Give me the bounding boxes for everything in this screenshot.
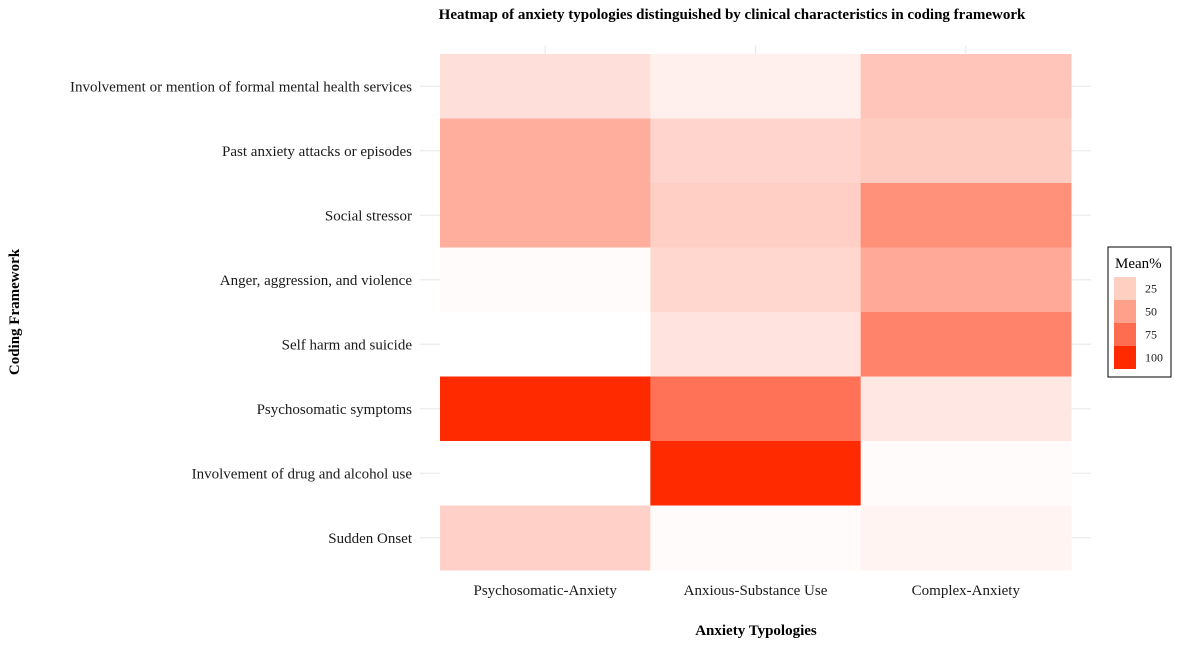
legend-label: 25 [1145,282,1157,296]
legend-label: 75 [1145,328,1157,342]
heatmap-cell [650,312,862,377]
y-tick-label: Anger, aggression, and violence [220,273,413,289]
y-tick-labels: Involvement or mention of formal mental … [70,79,413,547]
legend-key [1114,300,1136,323]
heatmap-cell [440,376,651,442]
heatmap-cell [440,505,651,571]
heatmap-cell [650,505,862,571]
heatmap-cell [650,118,862,184]
heatmap-cell [440,441,651,506]
legend-key [1114,323,1136,346]
heatmap-cell [860,54,1072,119]
y-tick-label: Self harm and suicide [282,337,413,353]
legend-title: Mean% [1115,256,1162,272]
heatmap-cell [860,183,1072,248]
y-tick-label: Involvement of drug and alcohol use [192,466,413,482]
x-tick-label: Anxious-Substance Use [684,583,828,599]
legend: Mean% 25 50 75 100 [1107,246,1172,378]
heatmap-cell [650,183,862,248]
legend-key [1114,277,1136,300]
legend-label: 100 [1145,351,1163,365]
heatmap-cell [860,441,1072,506]
y-tick-label: Past anxiety attacks or episodes [222,144,412,160]
y-tick-label: Involvement or mention of formal mental … [70,79,412,95]
legend-label: 50 [1145,305,1157,319]
heatmap-cell [860,247,1072,313]
y-tick-label: Sudden Onset [328,531,413,547]
heatmap-cell [650,247,862,313]
heatmap-cell [440,54,651,119]
heatmap-cell [860,312,1072,377]
legend-key [1114,346,1136,369]
x-tick-label: Complex-Anxiety [912,583,1021,599]
heatmap-cell [650,441,862,506]
x-tick-labels: Psychosomatic-Anxiety Anxious-Substance U… [474,583,1021,599]
x-axis-title: Anxiety Typologies [695,623,817,639]
heatmap-cell [650,376,862,442]
y-axis-title: Coding Framework [7,248,23,375]
heatmap-cell [440,183,651,248]
heatmap-cell [860,505,1072,571]
heatmap-cells [440,54,1072,571]
heatmap-cell [440,312,651,377]
y-tick-label: Psychosomatic symptoms [257,402,413,418]
heatmap-cell [860,118,1072,184]
heatmap-cell [860,376,1072,442]
heatmap-cell [440,247,651,313]
heatmap-cell [440,118,651,184]
x-tick-label: Psychosomatic-Anxiety [474,583,618,599]
y-tick-label: Social stressor [325,208,412,224]
legend-keys: 25 50 75 100 [1114,277,1163,369]
chart-title: Heatmap of anxiety typologies distinguis… [439,7,1026,23]
heatmap-cell [650,54,862,119]
